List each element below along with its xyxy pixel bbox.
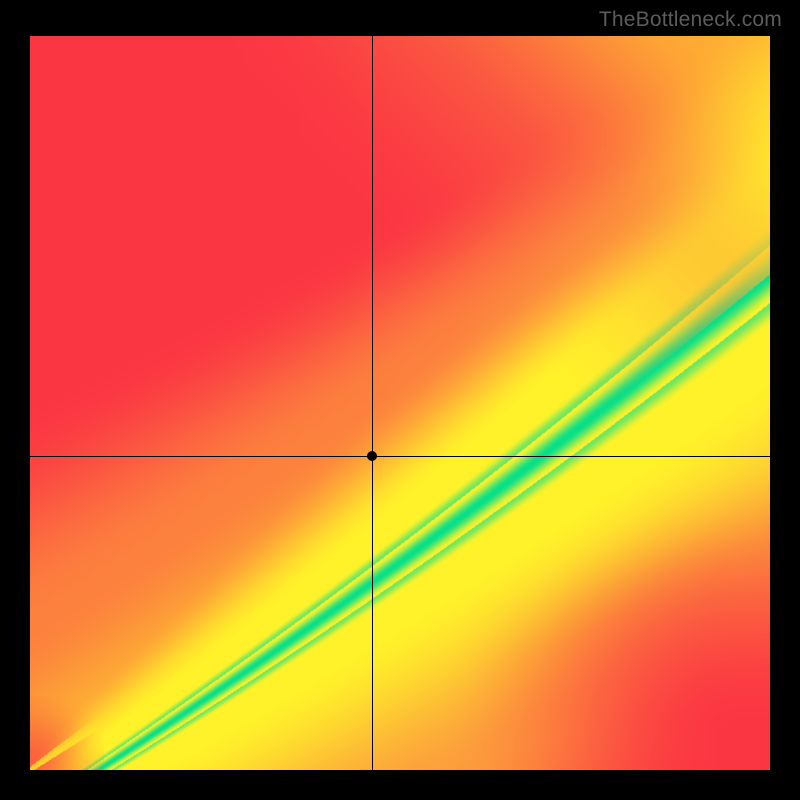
marker-dot — [367, 451, 377, 461]
plot-area — [30, 36, 770, 770]
chart-container: TheBottleneck.com — [0, 0, 800, 800]
crosshair-horizontal — [30, 456, 770, 457]
crosshair-vertical — [372, 36, 373, 770]
watermark-text: TheBottleneck.com — [599, 8, 782, 32]
heatmap-canvas — [30, 36, 770, 770]
